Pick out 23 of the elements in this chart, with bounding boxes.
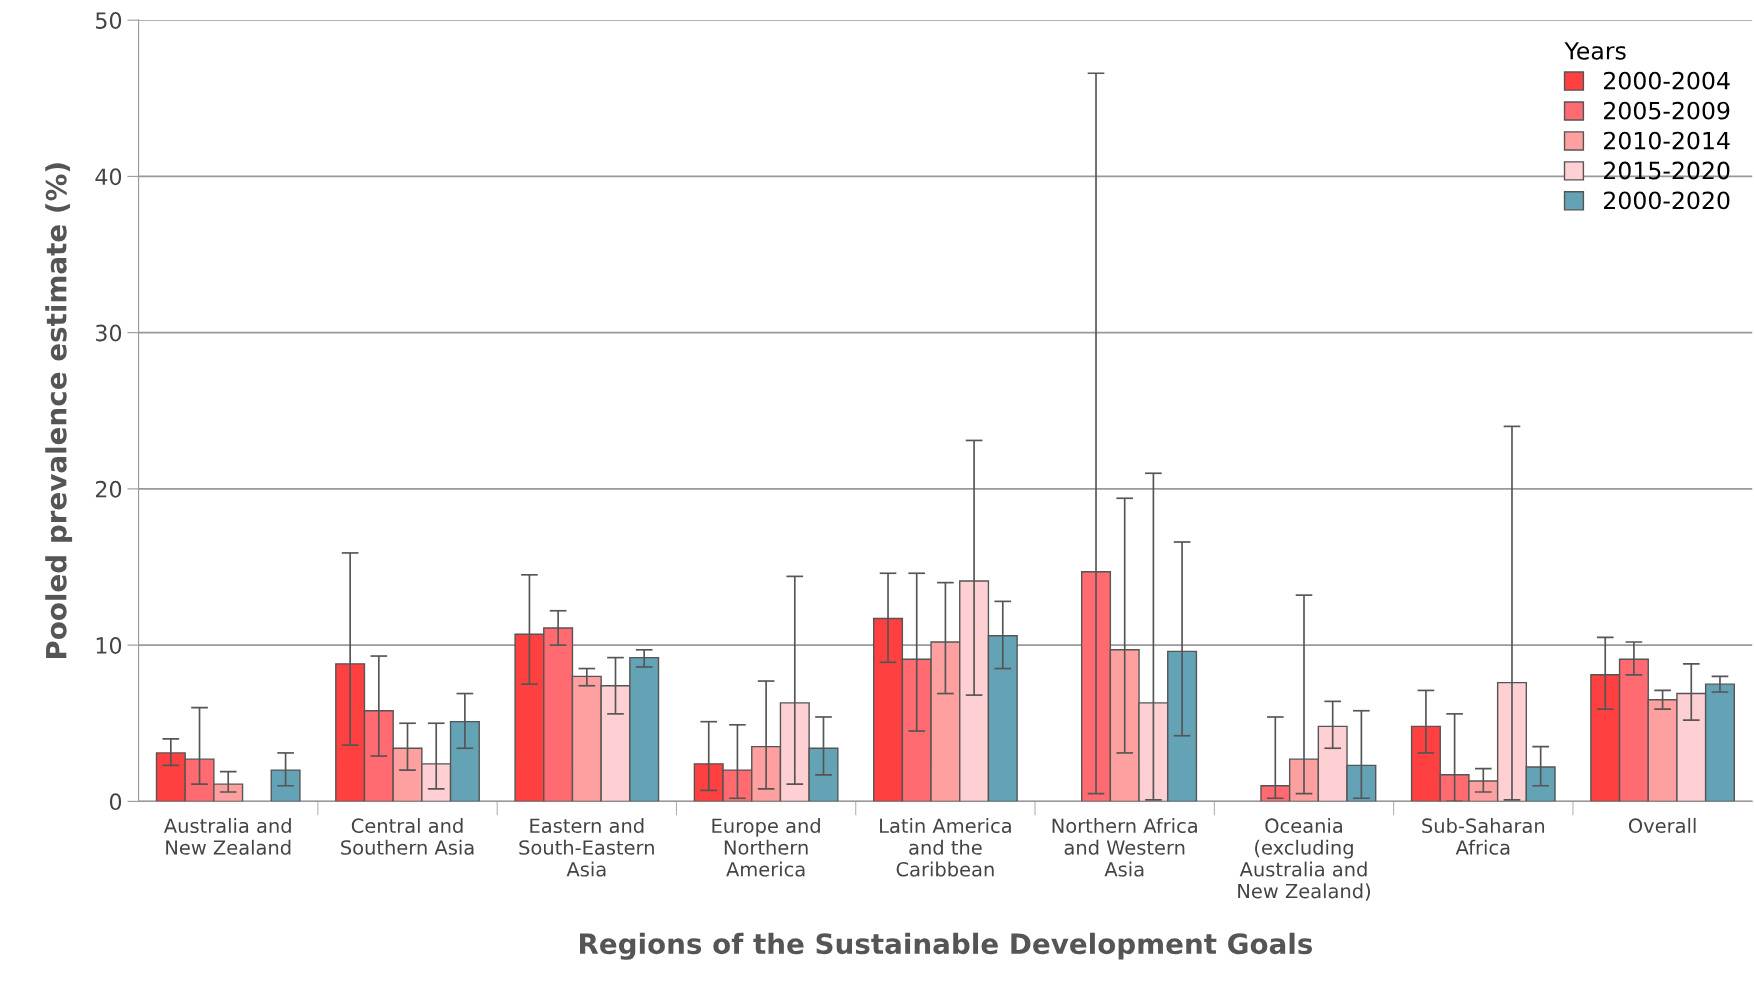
x-tick-label: Eastern and South-Eastern Asia	[519, 818, 654, 877]
y-tick-label: 30	[96, 324, 122, 342]
y-tick-label: 0	[109, 793, 122, 811]
x-tick-label: Latin America and the Caribbean	[880, 818, 1011, 877]
y-tick-label: 10	[96, 637, 122, 654]
x-tick-label: Europe and Northern America	[712, 818, 820, 877]
x-tick-label: Central and Southern Asia	[341, 818, 474, 855]
x-tick-label: Sub-Saharan Africa	[1422, 818, 1545, 855]
x-tick-label: Northern Africa and Western Asia	[1052, 818, 1197, 877]
x-tick-label: Australia and New Zealand	[163, 818, 291, 855]
y-tick-label: 40	[95, 168, 122, 186]
y-tick-label: 20	[95, 480, 122, 498]
x-axis-title: Regions of the Sustainable Development Goals	[580, 932, 1313, 960]
x-tick-label: Oceania (excluding Australia and New Zealand)	[1238, 818, 1371, 901]
y-tick-label: 50	[96, 12, 122, 29]
legend-label: 2015-2020	[1604, 161, 1730, 180]
y-axis-title: Pooled prevalence estimate (%)	[45, 163, 73, 659]
legend-label: 2000-2004	[1604, 71, 1730, 90]
legend-title: Years	[1564, 42, 1626, 60]
legend-label: 2010-2014	[1604, 131, 1730, 150]
legend-label: 2000-2020	[1604, 191, 1730, 210]
legend-label: 2005-2009	[1604, 101, 1730, 120]
x-tick-label: Overall	[1628, 818, 1696, 834]
